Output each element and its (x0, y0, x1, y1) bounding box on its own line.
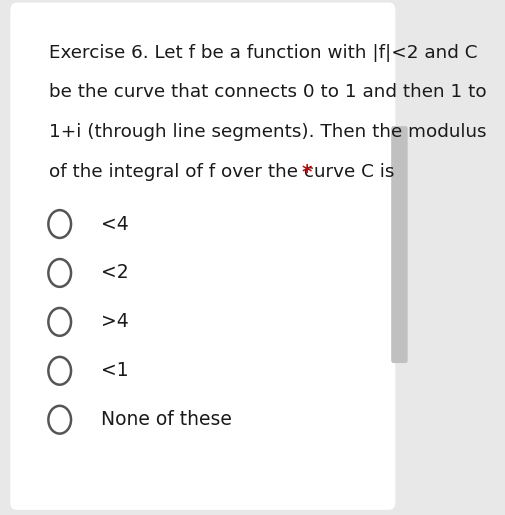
Text: Exercise 6. Let f be a function with |f|<2 and C: Exercise 6. Let f be a function with |f|… (49, 44, 478, 62)
Text: *: * (301, 163, 312, 182)
Text: of the integral of f over the curve C is: of the integral of f over the curve C is (49, 163, 400, 181)
Text: 1+i (through line segments). Then the modulus: 1+i (through line segments). Then the mo… (49, 123, 487, 141)
Text: <2: <2 (101, 264, 128, 282)
Text: None of these: None of these (101, 410, 232, 429)
FancyBboxPatch shape (391, 126, 408, 363)
Text: <1: <1 (101, 362, 128, 380)
Text: <4: <4 (101, 215, 129, 233)
Text: be the curve that connects 0 to 1 and then 1 to: be the curve that connects 0 to 1 and th… (49, 83, 487, 101)
Text: >4: >4 (101, 313, 129, 331)
FancyBboxPatch shape (10, 3, 395, 510)
